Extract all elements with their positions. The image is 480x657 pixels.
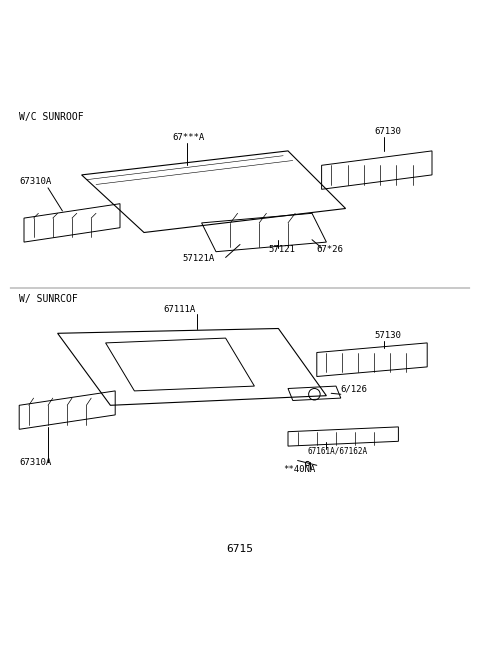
Text: 57130: 57130 <box>374 331 401 340</box>
Text: 67111A: 67111A <box>163 305 195 313</box>
Text: 67310A: 67310A <box>19 459 51 467</box>
Text: 6/126: 6/126 <box>341 385 368 394</box>
Text: 6715: 6715 <box>227 544 253 555</box>
Text: W/C SUNROOF: W/C SUNROOF <box>19 112 84 122</box>
Text: 57121: 57121 <box>269 244 296 254</box>
Text: 57121A: 57121A <box>182 254 215 263</box>
Text: **40NA: **40NA <box>283 466 315 474</box>
Text: 67161A/67162A: 67161A/67162A <box>307 446 367 455</box>
Text: 67310A: 67310A <box>19 177 51 187</box>
Text: W/ SUNRCOF: W/ SUNRCOF <box>19 294 78 304</box>
Text: 67130: 67130 <box>374 127 401 136</box>
Text: 67***A: 67***A <box>173 133 205 143</box>
Text: 67*26: 67*26 <box>317 244 344 254</box>
